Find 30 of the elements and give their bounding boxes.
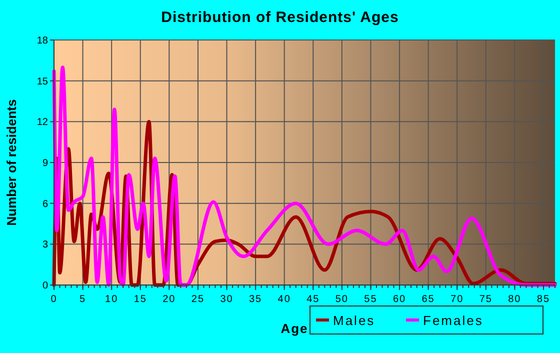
legend-label: Females <box>423 313 484 328</box>
y-tick-label: 3 <box>42 240 48 251</box>
x-tick-label: 40 <box>278 294 291 305</box>
x-tick-label: 70 <box>450 294 464 305</box>
x-tick-label: 35 <box>248 294 262 305</box>
legend-label: Males <box>333 313 376 328</box>
x-tick-label: 50 <box>335 294 348 305</box>
x-tick-label: 55 <box>364 294 378 305</box>
y-tick-label: 15 <box>36 76 48 88</box>
x-tick-label: 45 <box>306 294 320 305</box>
y-tick-label: 12 <box>36 117 48 128</box>
y-tick-label: 18 <box>36 36 48 46</box>
chart-title: Distribution of Residents' Ages <box>161 9 399 26</box>
x-tick-label: 30 <box>220 294 234 305</box>
x-tick-label: 15 <box>134 294 147 305</box>
y-tick-label: 6 <box>42 198 48 210</box>
y-axis-title: Number of residents <box>4 99 19 226</box>
x-axis-title: Age <box>280 321 308 336</box>
x-tick-label: 60 <box>392 294 406 305</box>
x-tick-label: 80 <box>508 294 522 305</box>
y-tick-label: 0 <box>42 280 48 292</box>
x-tick-label: 20 <box>162 294 176 305</box>
x-tick-label: 10 <box>105 294 118 305</box>
y-tick-label: 9 <box>42 158 48 169</box>
x-tick-label: 25 <box>191 294 205 305</box>
x-tick-label: 5 <box>80 294 86 305</box>
x-tick-label: 65 <box>422 294 435 305</box>
x-tick-label: 75 <box>479 294 492 305</box>
x-tick-label: 0 <box>50 294 58 305</box>
x-tick-label: 85 <box>536 294 550 305</box>
